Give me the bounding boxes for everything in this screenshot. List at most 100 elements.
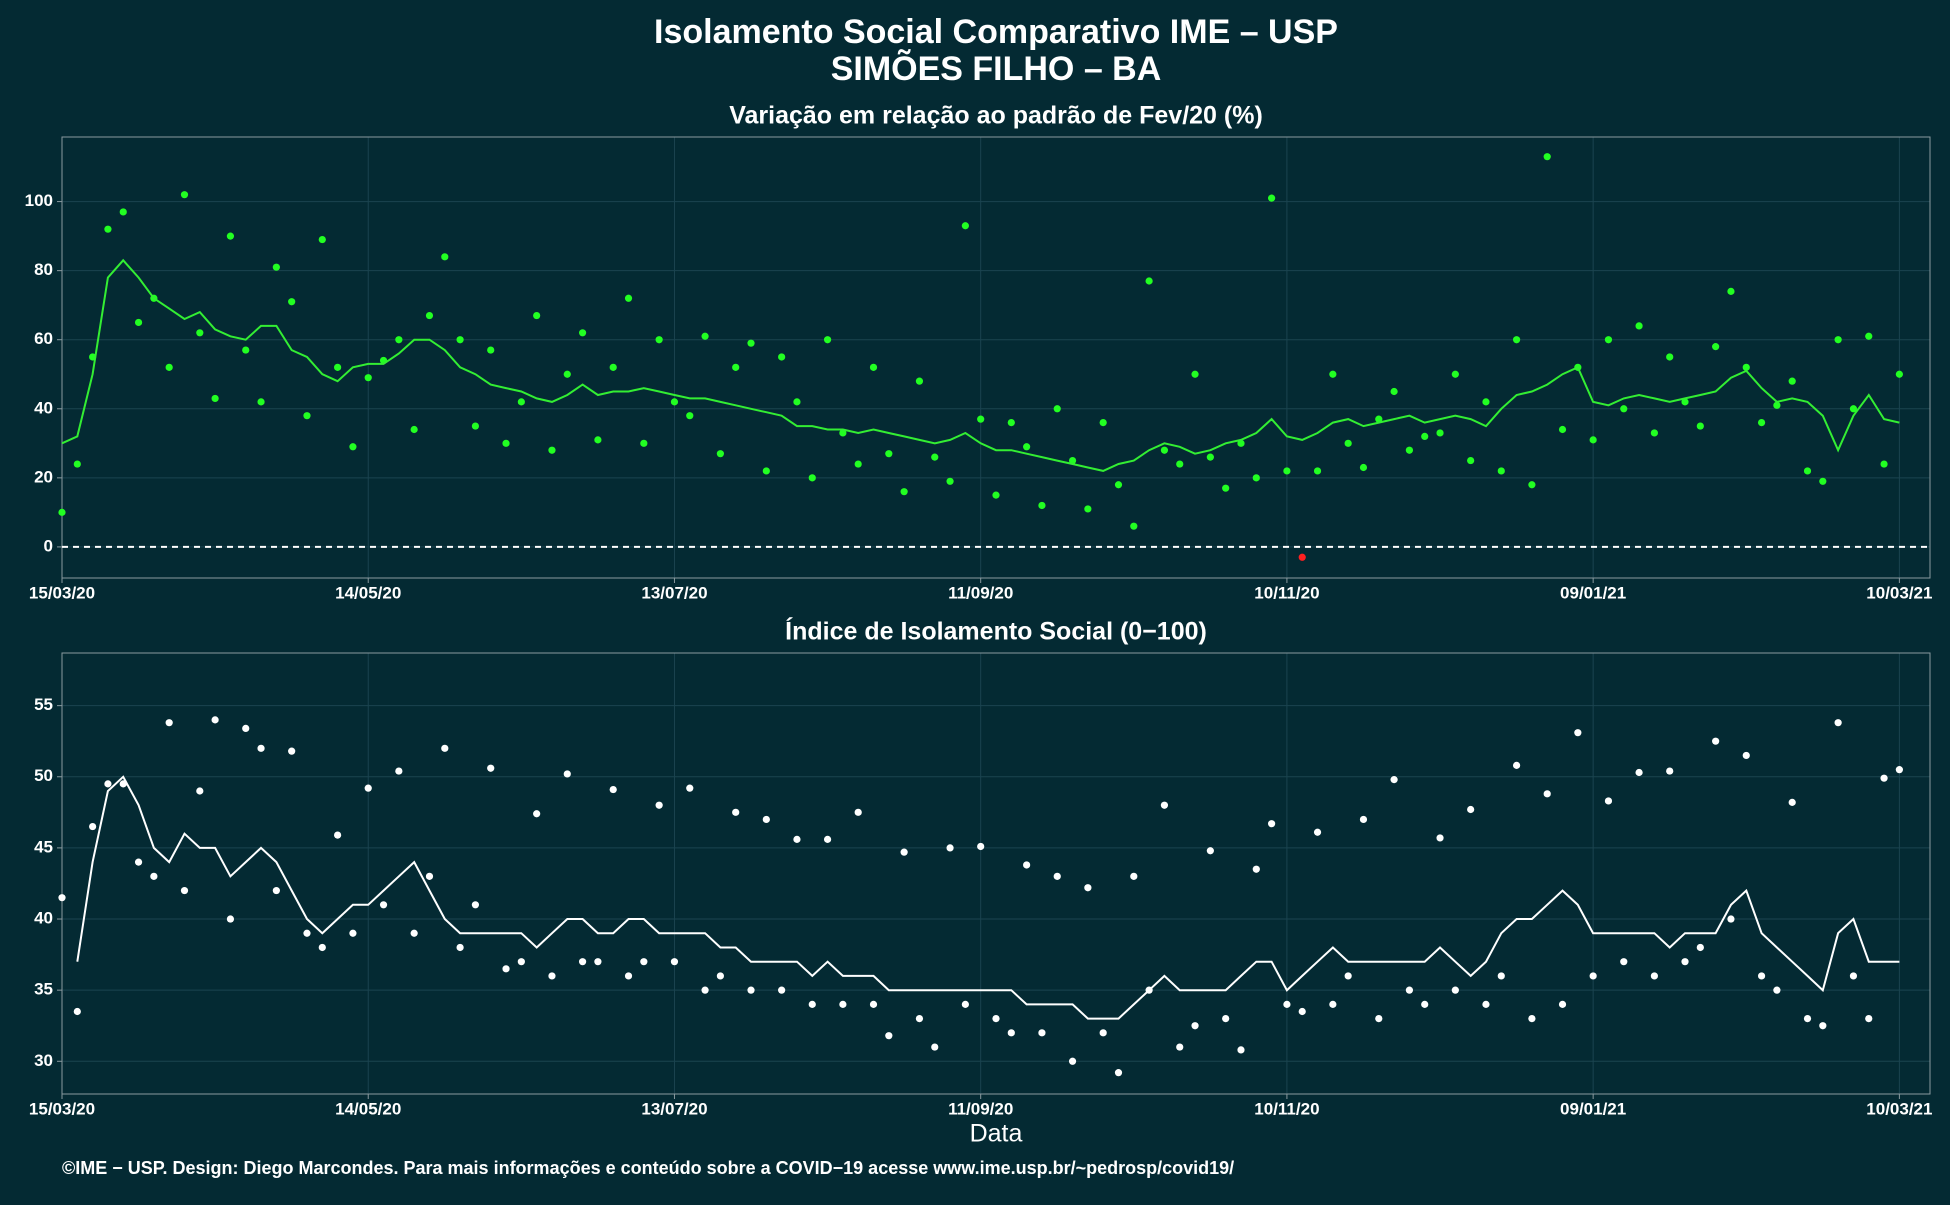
data-point <box>1390 387 1398 396</box>
data-point <box>793 835 801 843</box>
data-point <box>1819 1022 1827 1030</box>
data-point <box>548 446 556 454</box>
data-point <box>1375 1015 1383 1023</box>
data-point <box>732 363 740 371</box>
data-point <box>1298 1007 1306 1016</box>
data-point <box>1666 767 1674 775</box>
data-point <box>1405 986 1414 994</box>
data-point <box>854 460 862 468</box>
data-point <box>1497 467 1505 475</box>
data-point <box>977 415 985 423</box>
data-point <box>303 929 311 937</box>
data-point <box>471 422 480 430</box>
data-point <box>1206 453 1214 461</box>
data-point <box>1023 443 1031 451</box>
data-point <box>1512 336 1521 344</box>
y-tick-label: 20 <box>34 467 53 486</box>
data-point <box>1359 463 1368 472</box>
data-point <box>410 425 418 434</box>
data-point <box>1084 505 1092 513</box>
moving-average-line <box>76 775 1900 1020</box>
data-point <box>533 311 541 320</box>
data-point <box>441 744 449 752</box>
data-point <box>1650 972 1658 980</box>
data-point <box>931 453 939 461</box>
data-point <box>456 943 464 952</box>
data-point <box>1099 1029 1107 1037</box>
data-point <box>1329 1000 1337 1008</box>
data-point <box>1650 429 1658 437</box>
data-point <box>885 450 893 458</box>
data-point <box>1283 467 1291 475</box>
data-point <box>594 958 602 966</box>
data-point <box>946 477 954 485</box>
data-point <box>1666 353 1674 361</box>
x-tick-label: 11/09/20 <box>948 583 1013 602</box>
data-point <box>1344 972 1352 980</box>
data-point <box>517 958 525 966</box>
data-point <box>1451 370 1459 378</box>
data-point <box>1757 418 1766 427</box>
moving-average-line <box>61 258 1900 472</box>
data-point <box>134 318 143 327</box>
data-point <box>73 460 81 468</box>
data-point <box>808 1000 816 1008</box>
data-point <box>869 363 878 371</box>
data-point <box>425 311 434 320</box>
data-point <box>1390 776 1398 784</box>
data-point <box>211 394 219 403</box>
x-tick-label: 11/09/20 <box>948 1099 1013 1118</box>
data-point <box>548 972 556 980</box>
data-point <box>1604 336 1613 344</box>
data-point <box>1068 456 1077 465</box>
data-point <box>1206 847 1214 855</box>
data-point <box>900 848 908 856</box>
data-point <box>1222 1015 1230 1023</box>
data-point <box>104 780 112 788</box>
data-point <box>303 412 311 420</box>
data-point <box>180 191 189 199</box>
data-point <box>1114 481 1123 489</box>
data-point <box>1237 1046 1245 1054</box>
data-point <box>1344 439 1352 447</box>
data-point <box>609 363 617 371</box>
data-point <box>1467 456 1475 465</box>
data-point <box>349 443 357 451</box>
data-point <box>1191 1022 1199 1030</box>
data-point <box>1528 1015 1536 1023</box>
data-point <box>119 208 127 216</box>
data-point <box>395 336 403 344</box>
data-point <box>1191 370 1199 378</box>
data-point <box>869 1000 878 1008</box>
data-point <box>1727 287 1735 295</box>
data-point <box>395 767 403 775</box>
data-point <box>823 835 832 843</box>
data-point <box>1268 820 1276 828</box>
data-point <box>1283 1000 1291 1008</box>
data-point <box>1773 986 1781 994</box>
data-point <box>563 370 571 378</box>
x-tick-label: 15/03/20 <box>29 583 95 602</box>
data-point <box>1160 446 1169 454</box>
data-point <box>716 972 724 980</box>
data-point <box>1068 1057 1077 1065</box>
data-point <box>1742 751 1750 760</box>
data-point <box>1359 815 1368 824</box>
data-point <box>242 724 250 732</box>
x-tick-label: 10/03/21 <box>1866 583 1932 602</box>
data-point <box>1773 401 1781 409</box>
data-point <box>1635 768 1643 777</box>
data-point <box>670 958 679 966</box>
data-point <box>823 336 832 344</box>
data-point <box>1497 972 1505 980</box>
data-point <box>1007 418 1015 427</box>
data-point <box>885 1032 893 1040</box>
data-point <box>196 787 204 795</box>
data-point <box>1375 415 1383 423</box>
data-point <box>1895 370 1903 378</box>
data-point <box>701 332 709 340</box>
data-point <box>150 872 158 880</box>
data-point <box>854 808 862 816</box>
data-point <box>670 398 679 406</box>
data-point <box>1880 460 1888 468</box>
